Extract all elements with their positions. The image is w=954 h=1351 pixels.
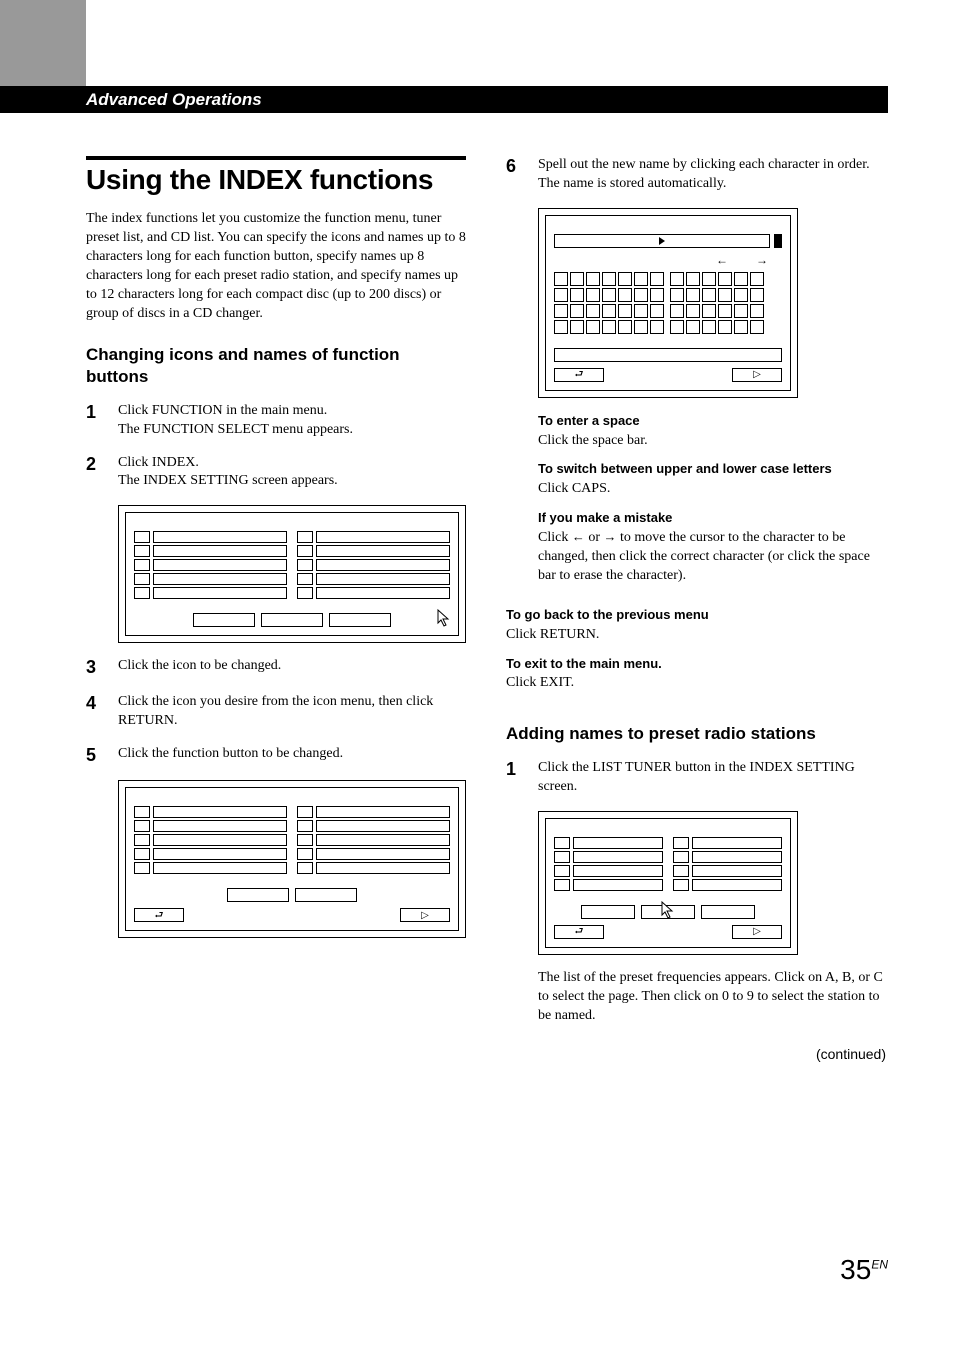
arrow-left-icon: ←: [572, 529, 585, 544]
note-text: Click CAPS.: [538, 480, 886, 499]
exit-icon: ▷: [732, 368, 782, 382]
step-text: Click the icon to be changed.: [118, 657, 466, 679]
step-3: 3 Click the icon to be changed.: [86, 657, 466, 679]
keyboard-diagram: ← →: [538, 208, 886, 398]
step-6: 6 Spell out the new name by clicking eac…: [506, 156, 886, 194]
arrow-left-icon: ←: [716, 252, 728, 268]
step-text: Click the icon you desire from the icon …: [118, 693, 466, 731]
note-text: Click ← or → to move the cursor to the c…: [538, 528, 886, 586]
note-heading: To exit to the main menu.: [506, 655, 886, 673]
step-text: The FUNCTION SELECT menu appears.: [118, 421, 466, 440]
step-text: Click the LIST TUNER button in the INDEX…: [538, 759, 886, 797]
step-number: 1: [506, 759, 538, 797]
note-text: Click EXIT.: [506, 674, 886, 693]
cursor-icon: [434, 608, 454, 635]
note-text: Click RETURN.: [506, 626, 886, 645]
step-text: Click FUNCTION in the main menu.: [118, 402, 466, 421]
step-text: Spell out the new name by clicking each …: [538, 156, 886, 194]
spacebar: [554, 348, 782, 362]
step-text: Click INDEX.: [118, 454, 466, 473]
step-number: 4: [86, 693, 118, 731]
subsection-heading: Adding names to preset radio stations: [506, 723, 886, 745]
page-number: 35EN: [840, 1251, 888, 1289]
header-gray-block: [0, 0, 86, 86]
subsection-heading: Changing icons and names of function but…: [86, 344, 466, 388]
intro-paragraph: The index functions let you customize th…: [86, 210, 466, 323]
continued-label: (continued): [506, 1045, 886, 1064]
exit-icon: ▷: [400, 908, 450, 922]
return-icon: ⮐: [554, 925, 604, 939]
left-column: Using the INDEX functions The index func…: [86, 156, 466, 1064]
return-icon: ⮐: [134, 908, 184, 922]
step-number: 6: [506, 156, 538, 194]
step-text: The INDEX SETTING screen appears.: [118, 472, 466, 491]
step-number: 5: [86, 745, 118, 767]
step-1-radio: 1 Click the LIST TUNER button in the IND…: [506, 759, 886, 797]
step-1: 1 Click FUNCTION in the main menu. The F…: [86, 402, 466, 440]
page-content: Using the INDEX functions The index func…: [86, 156, 888, 1064]
followup-text: The list of the preset frequencies appea…: [538, 969, 886, 1026]
step-number: 2: [86, 454, 118, 492]
step-4: 4 Click the icon you desire from the ico…: [86, 693, 466, 731]
index-setting-diagram: [118, 505, 466, 643]
note-heading: To go back to the previous menu: [506, 606, 886, 624]
page-title: Using the INDEX functions: [86, 164, 466, 196]
arrow-right-icon: →: [604, 529, 617, 544]
note-heading: To switch between upper and lower case l…: [538, 460, 886, 478]
note-text: Click the space bar.: [538, 432, 886, 451]
step-5: 5 Click the function button to be change…: [86, 745, 466, 767]
return-icon: ⮐: [554, 368, 604, 382]
play-icon: [659, 237, 665, 245]
list-tuner-diagram: ⮐ ▷: [538, 811, 886, 955]
arrow-right-icon: →: [756, 252, 768, 268]
step-text: Click the function button to be changed.: [118, 745, 466, 767]
cursor-icon: [658, 900, 678, 927]
section-banner: Advanced Operations: [0, 86, 888, 113]
step-number: 1: [86, 402, 118, 440]
note-heading: If you make a mistake: [538, 509, 886, 527]
function-select-diagram: ⮐ ▷: [118, 780, 466, 938]
step-number: 3: [86, 657, 118, 679]
step-2: 2 Click INDEX. The INDEX SETTING screen …: [86, 454, 466, 492]
exit-icon: ▷: [732, 925, 782, 939]
note-heading: To enter a space: [538, 412, 886, 430]
right-column: 6 Spell out the new name by clicking eac…: [506, 156, 886, 1064]
